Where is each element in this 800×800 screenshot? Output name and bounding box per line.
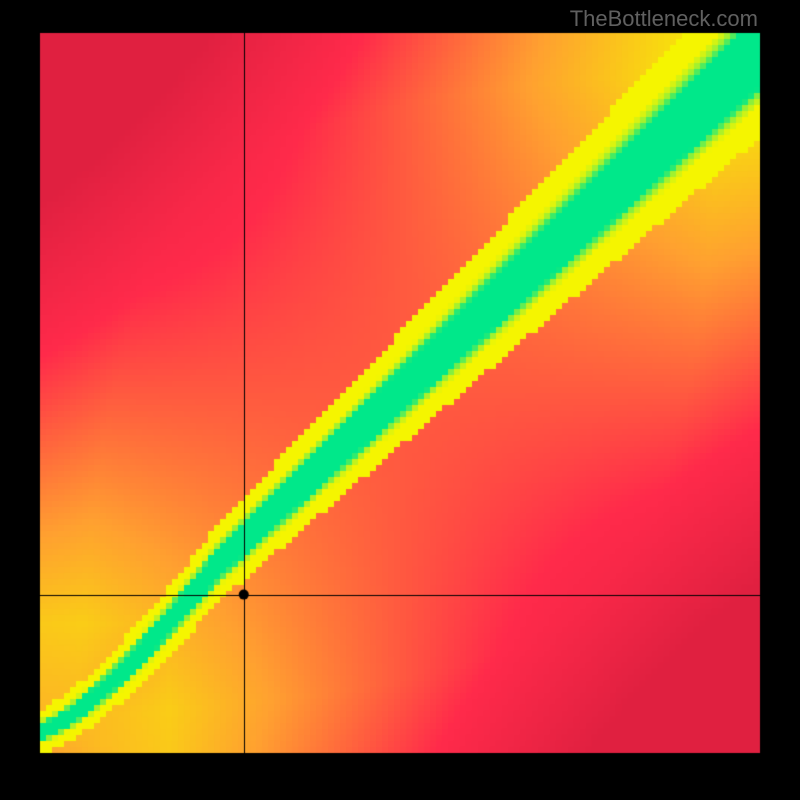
watermark-text: TheBottleneck.com — [570, 6, 758, 32]
chart-container: TheBottleneck.com — [0, 0, 800, 800]
bottleneck-heatmap — [0, 0, 800, 800]
